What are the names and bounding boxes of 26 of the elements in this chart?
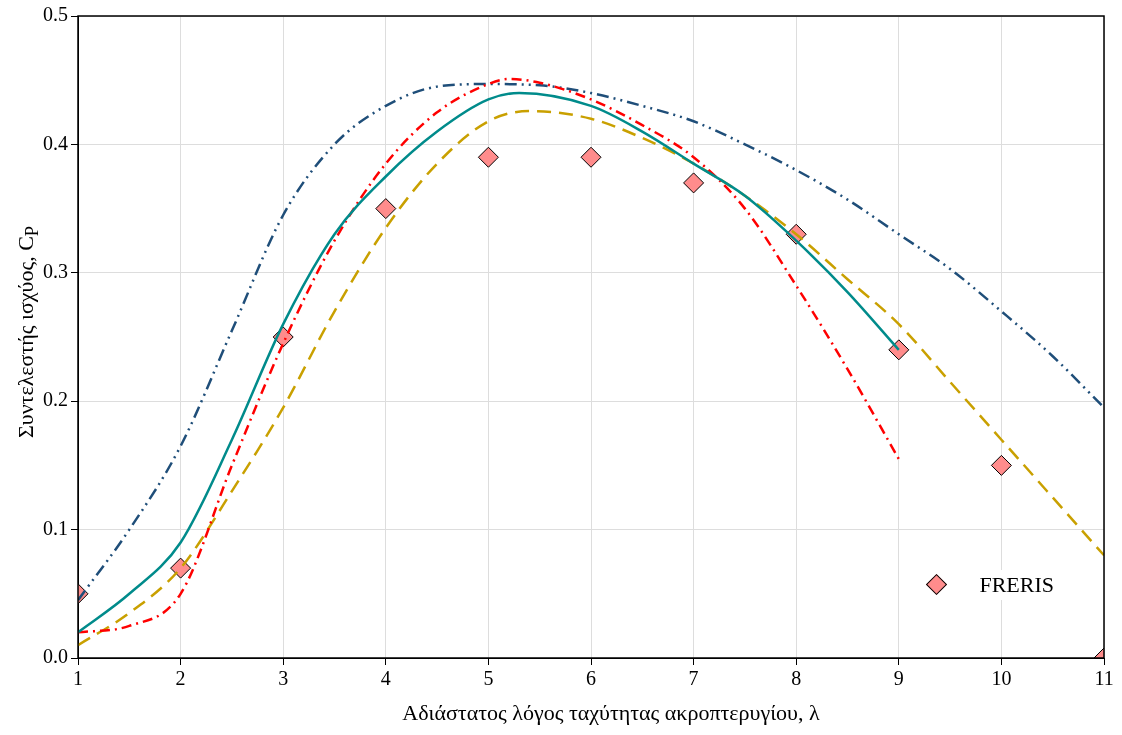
legend-label: FRERIS <box>979 572 1054 598</box>
point <box>888 339 910 361</box>
point <box>170 557 192 579</box>
x-tick-label: 5 <box>483 667 494 690</box>
x-tick-label: 8 <box>791 667 802 690</box>
y-tick-label: 0.2 <box>43 388 68 411</box>
y-tick-label: 0.4 <box>43 131 68 154</box>
point <box>990 454 1012 476</box>
point <box>580 146 602 168</box>
x-tick-label: 3 <box>278 667 289 690</box>
point <box>477 146 499 168</box>
x-axis-title: Αδιάστατος λόγος ταχύτητας ακροπτερυγίου, λ <box>401 700 821 726</box>
y-tick-label: 0.0 <box>43 645 68 668</box>
x-tick-label: 11 <box>1094 667 1114 690</box>
x-tick-label: 10 <box>991 667 1012 690</box>
x-tick-label: 6 <box>586 667 596 690</box>
x-tick-label: 9 <box>893 667 904 690</box>
y-tick-label: 0.1 <box>43 516 68 539</box>
x-tick-label: 7 <box>688 667 699 690</box>
x-tick-label: 1 <box>73 667 83 690</box>
point <box>683 172 705 194</box>
y-tick-label: 0.5 <box>43 3 68 26</box>
x-tick-label: 4 <box>380 667 391 690</box>
point <box>375 198 397 220</box>
y-tick-label: 0.3 <box>43 260 68 283</box>
x-tick-label: 2 <box>175 667 186 690</box>
